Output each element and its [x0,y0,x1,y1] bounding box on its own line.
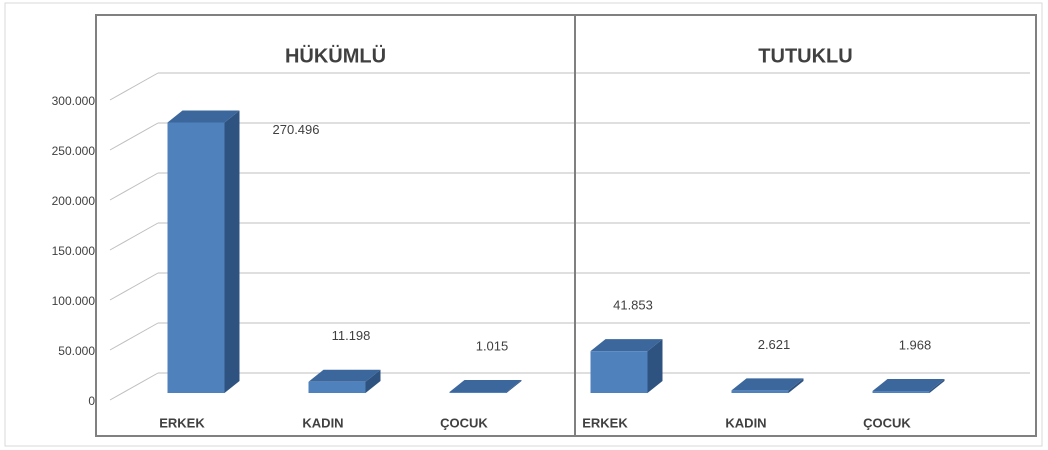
bar-front [731,390,789,393]
bar-side [647,339,663,393]
x-tick-label: KADIN [302,415,343,430]
x-tick-label: ERKEK [582,415,628,430]
grid-line-side [109,172,159,201]
bar-front [590,351,648,393]
y-tick-label: 0 [88,394,95,408]
bar [308,369,381,393]
bar-front [308,381,366,393]
grid-line-side [109,322,159,351]
value-label: 1.015 [476,338,509,353]
grid-line-side [109,272,159,301]
bar-top [449,379,522,392]
grid-line [109,322,1030,351]
panel-title: TUTUKLU [758,45,852,67]
bar-front [449,391,507,393]
grid-line-side [109,372,159,401]
x-tick-label: ÇOCUK [863,415,911,430]
bar-side [788,378,804,393]
chart-border [4,2,1043,447]
bar [449,379,522,393]
x-tick-label: KADIN [725,415,766,430]
value-label: 41.853 [613,298,653,313]
x-tick-label: ÇOCUK [440,415,488,430]
bar-top [590,339,663,352]
grid-line [109,222,1030,251]
y-tick-label: 300.000 [52,94,96,108]
bar-side [224,110,240,393]
grid-line-side [109,222,159,251]
bar-top [167,110,240,123]
value-label: 11.198 [332,328,371,343]
bar [731,378,804,393]
value-label: 2.621 [758,337,791,352]
y-tick-label: 200.000 [52,194,96,208]
value-label: 270.496 [273,122,320,137]
marks [167,110,945,393]
bar-side [506,379,522,393]
y-tick-label: 150.000 [52,244,96,258]
value-label: 1.968 [899,337,932,352]
grid-line-side [109,72,159,101]
x-tick-label: ERKEK [159,415,205,430]
grid-line [109,72,1030,101]
panel-title: HÜKÜMLÜ [285,44,386,67]
grid-line [109,122,1030,151]
y-tick-label: 50.000 [58,344,95,358]
grid-line-side [109,122,159,151]
bar [167,110,240,393]
bar-front [872,391,930,393]
grid-line [109,172,1030,201]
y-tick-label: 100.000 [52,294,96,308]
grid [109,72,1030,401]
bar [590,339,663,393]
bar-front [167,122,225,393]
panel-frame [95,14,1037,437]
bar [872,379,945,393]
grid-line [109,272,1030,301]
bar-top [731,378,804,391]
bar-top [308,369,381,382]
y-tick-label: 250.000 [52,144,96,158]
bar-top [872,379,945,392]
bar-side [929,379,945,393]
bar-side [365,369,381,393]
